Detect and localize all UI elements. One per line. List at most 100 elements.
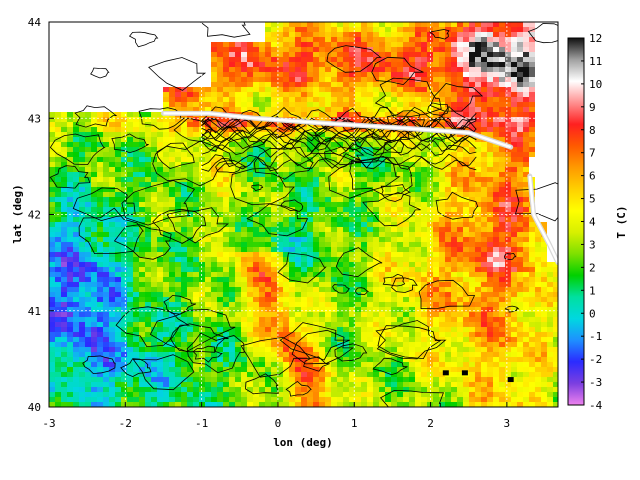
- heatmap-cell: [487, 227, 494, 233]
- heatmap-cell: [499, 117, 506, 123]
- heatmap-cell: [541, 257, 548, 263]
- heatmap-cell: [523, 162, 530, 168]
- heatmap-cell: [481, 132, 488, 138]
- heatmap-cell: [205, 202, 212, 208]
- heatmap-cell: [535, 287, 542, 293]
- heatmap-cell: [115, 117, 122, 123]
- heatmap-cell: [79, 92, 86, 98]
- heatmap-cell: [253, 72, 260, 78]
- heatmap-cell: [499, 217, 506, 223]
- heatmap-cell: [217, 227, 224, 233]
- heatmap-cell: [307, 242, 314, 248]
- heatmap-cell: [463, 197, 470, 203]
- heatmap-cell: [277, 302, 284, 308]
- heatmap-cell: [487, 302, 494, 308]
- heatmap-cell: [445, 297, 452, 303]
- heatmap-cell: [253, 162, 260, 168]
- heatmap-cell: [379, 22, 386, 28]
- heatmap-cell: [193, 87, 200, 93]
- heatmap-cell: [217, 272, 224, 278]
- heatmap-cell: [97, 107, 104, 113]
- heatmap-cell: [271, 77, 278, 83]
- heatmap-cell: [379, 102, 386, 108]
- heatmap-cell: [511, 97, 518, 103]
- heatmap-cell: [469, 267, 476, 273]
- heatmap-cell: [487, 247, 494, 253]
- heatmap-cell: [133, 47, 140, 53]
- heatmap-cell: [457, 267, 464, 273]
- heatmap-cell: [265, 277, 272, 283]
- heatmap-cell: [475, 107, 482, 113]
- heatmap-cell: [337, 277, 344, 283]
- heatmap-cell: [61, 157, 68, 163]
- heatmap-cell: [253, 277, 260, 283]
- heatmap-cell: [427, 242, 434, 248]
- heatmap-cell: [433, 47, 440, 53]
- heatmap-cell: [379, 47, 386, 53]
- heatmap-cell: [331, 202, 338, 208]
- heatmap-cell: [73, 202, 80, 208]
- heatmap-cell: [445, 272, 452, 278]
- heatmap-cell: [235, 152, 242, 158]
- heatmap-cell: [55, 187, 62, 193]
- heatmap-cell: [109, 312, 116, 318]
- heatmap-cell: [457, 87, 464, 93]
- heatmap-cell: [67, 107, 74, 113]
- heatmap-cell: [61, 102, 68, 108]
- heatmap-cell: [271, 102, 278, 108]
- heatmap-cell: [457, 62, 464, 68]
- heatmap-cell: [553, 127, 558, 133]
- heatmap-cell: [97, 37, 104, 43]
- heatmap-cell: [217, 207, 224, 213]
- heatmap-cell: [97, 227, 104, 233]
- heatmap-cell: [517, 257, 524, 263]
- heatmap-cell: [433, 192, 440, 198]
- heatmap-cell: [205, 272, 212, 278]
- heatmap-cell: [361, 97, 368, 103]
- heatmap-cell: [283, 122, 290, 128]
- heatmap-cell: [295, 67, 302, 73]
- heatmap-cell: [109, 247, 116, 253]
- heatmap-cell: [451, 122, 458, 128]
- heatmap-cell: [151, 197, 158, 203]
- heatmap-cell: [67, 307, 74, 313]
- heatmap-cell: [265, 157, 272, 163]
- heatmap-cell: [49, 242, 56, 248]
- heatmap-cell: [553, 247, 558, 253]
- heatmap-cell: [319, 32, 326, 38]
- heatmap-cell: [97, 302, 104, 308]
- heatmap-cell: [151, 27, 158, 33]
- heatmap-cell: [451, 307, 458, 313]
- heatmap-cell: [241, 272, 248, 278]
- heatmap-cell: [271, 22, 278, 28]
- heatmap-cell: [163, 72, 170, 78]
- heatmap-cell: [493, 292, 500, 298]
- heatmap-cell: [217, 217, 224, 223]
- heatmap-cell: [373, 252, 380, 258]
- heatmap-cell: [451, 162, 458, 168]
- heatmap-cell: [355, 202, 362, 208]
- heatmap-cell: [325, 302, 332, 308]
- heatmap-cell: [199, 92, 206, 98]
- heatmap-cell: [181, 272, 188, 278]
- heatmap-cell: [133, 182, 140, 188]
- heatmap-cell: [91, 237, 98, 243]
- heatmap-cell: [133, 52, 140, 58]
- heatmap-cell: [385, 272, 392, 278]
- heatmap-cell: [115, 52, 122, 58]
- heatmap-cell: [115, 127, 122, 133]
- heatmap-cell: [229, 57, 236, 63]
- heatmap-cell: [97, 212, 104, 218]
- heatmap-cell: [313, 72, 320, 78]
- heatmap-cell: [259, 52, 266, 58]
- heatmap-cell: [109, 227, 116, 233]
- heatmap-cell: [247, 107, 254, 113]
- heatmap-cell: [55, 32, 62, 38]
- heatmap-cell: [241, 97, 248, 103]
- heatmap-cell: [427, 42, 434, 48]
- heatmap-cell: [151, 112, 158, 118]
- heatmap-cell: [505, 267, 512, 273]
- heatmap-cell: [223, 42, 230, 48]
- heatmap-cell: [511, 62, 518, 68]
- heatmap-cell: [481, 302, 488, 308]
